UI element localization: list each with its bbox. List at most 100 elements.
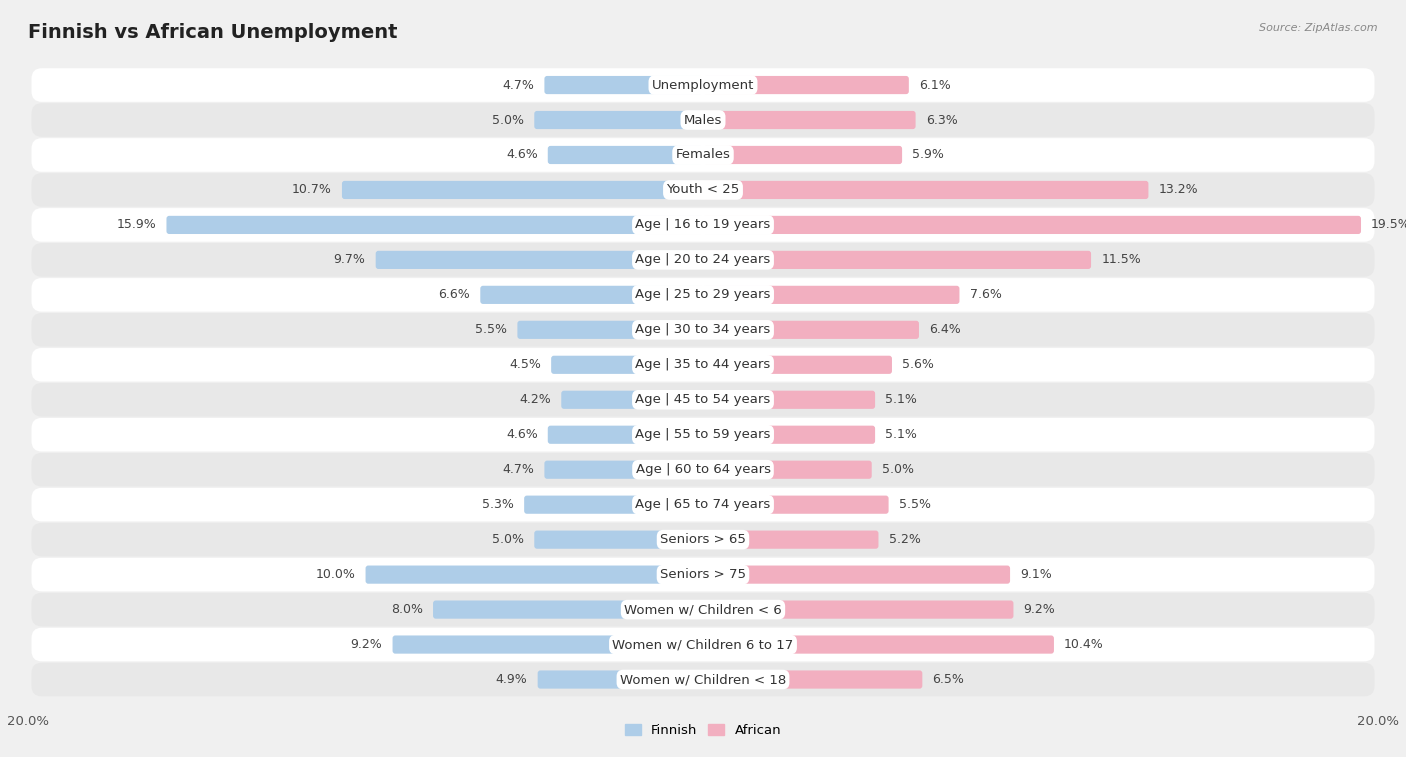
FancyBboxPatch shape [31,208,1375,241]
Text: Unemployment: Unemployment [652,79,754,92]
Text: Age | 16 to 19 years: Age | 16 to 19 years [636,219,770,232]
FancyBboxPatch shape [166,216,703,234]
FancyBboxPatch shape [548,146,703,164]
Text: Seniors > 75: Seniors > 75 [659,568,747,581]
FancyBboxPatch shape [392,635,703,653]
Text: Age | 20 to 24 years: Age | 20 to 24 years [636,254,770,266]
FancyBboxPatch shape [31,139,1375,172]
FancyBboxPatch shape [703,635,1054,653]
Text: Age | 45 to 54 years: Age | 45 to 54 years [636,394,770,407]
Text: 9.7%: 9.7% [333,254,366,266]
FancyBboxPatch shape [31,628,1375,662]
FancyBboxPatch shape [703,356,891,374]
Text: 5.1%: 5.1% [886,428,917,441]
FancyBboxPatch shape [31,173,1375,207]
Text: Females: Females [675,148,731,161]
Text: Source: ZipAtlas.com: Source: ZipAtlas.com [1260,23,1378,33]
Text: 10.7%: 10.7% [292,183,332,197]
Text: Youth < 25: Youth < 25 [666,183,740,197]
FancyBboxPatch shape [703,460,872,479]
Text: 5.2%: 5.2% [889,533,921,546]
Text: 4.7%: 4.7% [502,79,534,92]
FancyBboxPatch shape [537,671,703,689]
FancyBboxPatch shape [703,425,875,444]
Text: 7.6%: 7.6% [970,288,1001,301]
FancyBboxPatch shape [703,216,1361,234]
Text: 4.6%: 4.6% [506,428,537,441]
FancyBboxPatch shape [703,76,908,94]
FancyBboxPatch shape [31,103,1375,137]
Text: 5.5%: 5.5% [475,323,508,336]
Text: 4.6%: 4.6% [506,148,537,161]
Text: 9.1%: 9.1% [1021,568,1052,581]
FancyBboxPatch shape [31,418,1375,451]
FancyBboxPatch shape [366,565,703,584]
FancyBboxPatch shape [703,671,922,689]
Text: Finnish vs African Unemployment: Finnish vs African Unemployment [28,23,398,42]
FancyBboxPatch shape [524,496,703,514]
Text: 6.6%: 6.6% [439,288,470,301]
FancyBboxPatch shape [31,558,1375,591]
Text: 10.0%: 10.0% [315,568,356,581]
FancyBboxPatch shape [342,181,703,199]
Text: Age | 25 to 29 years: Age | 25 to 29 years [636,288,770,301]
FancyBboxPatch shape [31,348,1375,382]
FancyBboxPatch shape [517,321,703,339]
Text: 5.5%: 5.5% [898,498,931,511]
Text: 5.0%: 5.0% [492,533,524,546]
FancyBboxPatch shape [375,251,703,269]
FancyBboxPatch shape [544,460,703,479]
FancyBboxPatch shape [534,111,703,129]
Text: Age | 30 to 34 years: Age | 30 to 34 years [636,323,770,336]
Text: Age | 60 to 64 years: Age | 60 to 64 years [636,463,770,476]
Text: Age | 35 to 44 years: Age | 35 to 44 years [636,358,770,371]
FancyBboxPatch shape [544,76,703,94]
Text: 13.2%: 13.2% [1159,183,1198,197]
Text: 9.2%: 9.2% [1024,603,1056,616]
Text: 5.6%: 5.6% [903,358,934,371]
FancyBboxPatch shape [703,181,1149,199]
Text: 6.4%: 6.4% [929,323,960,336]
Text: 4.2%: 4.2% [519,394,551,407]
FancyBboxPatch shape [703,251,1091,269]
FancyBboxPatch shape [703,321,920,339]
FancyBboxPatch shape [31,488,1375,522]
FancyBboxPatch shape [548,425,703,444]
Text: 5.3%: 5.3% [482,498,515,511]
Legend: Finnish, African: Finnish, African [620,719,786,743]
Text: 6.3%: 6.3% [925,114,957,126]
Text: 6.5%: 6.5% [932,673,965,686]
FancyBboxPatch shape [31,313,1375,347]
FancyBboxPatch shape [534,531,703,549]
FancyBboxPatch shape [703,600,1014,618]
FancyBboxPatch shape [703,565,1010,584]
FancyBboxPatch shape [703,285,959,304]
Text: 8.0%: 8.0% [391,603,423,616]
Text: 5.0%: 5.0% [882,463,914,476]
FancyBboxPatch shape [561,391,703,409]
Text: 6.1%: 6.1% [920,79,950,92]
FancyBboxPatch shape [703,111,915,129]
Text: Seniors > 65: Seniors > 65 [659,533,747,546]
Text: 5.9%: 5.9% [912,148,943,161]
Text: Women w/ Children 6 to 17: Women w/ Children 6 to 17 [613,638,793,651]
FancyBboxPatch shape [703,391,875,409]
FancyBboxPatch shape [31,383,1375,416]
Text: 5.0%: 5.0% [492,114,524,126]
FancyBboxPatch shape [551,356,703,374]
Text: 19.5%: 19.5% [1371,219,1406,232]
FancyBboxPatch shape [703,531,879,549]
Text: Age | 65 to 74 years: Age | 65 to 74 years [636,498,770,511]
Text: 4.5%: 4.5% [509,358,541,371]
Text: Women w/ Children < 6: Women w/ Children < 6 [624,603,782,616]
FancyBboxPatch shape [703,146,903,164]
FancyBboxPatch shape [481,285,703,304]
FancyBboxPatch shape [31,523,1375,556]
Text: Age | 55 to 59 years: Age | 55 to 59 years [636,428,770,441]
Text: 5.1%: 5.1% [886,394,917,407]
FancyBboxPatch shape [31,593,1375,626]
FancyBboxPatch shape [703,496,889,514]
Text: Women w/ Children < 18: Women w/ Children < 18 [620,673,786,686]
Text: 11.5%: 11.5% [1101,254,1140,266]
FancyBboxPatch shape [31,278,1375,312]
